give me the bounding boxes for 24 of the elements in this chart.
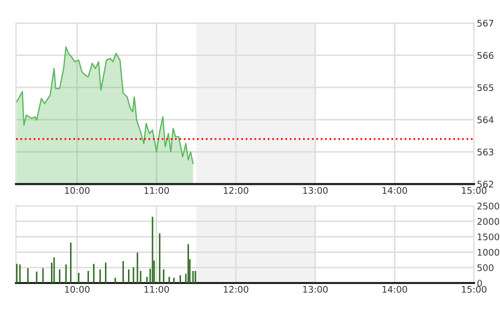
x-tick-label: 12:00	[224, 187, 248, 194]
y-tick-label: 1500	[478, 233, 500, 240]
y-tick-label: 564	[477, 116, 494, 124]
x-tick-label: 10:00	[65, 286, 90, 293]
x-tick-label: 10:00	[65, 187, 90, 194]
x-tick-label: 11:00	[144, 187, 169, 194]
x-tick-label: 14:00	[382, 286, 408, 293]
y-tick-label: 0	[477, 280, 482, 287]
x-tick-label: 13:00	[303, 187, 328, 194]
x-tick-label: 12:00	[224, 286, 248, 293]
y-tick-label: 562	[477, 180, 494, 188]
y-tick-label: 2500	[477, 202, 500, 210]
x-tick-label: 15:00	[462, 286, 486, 293]
x-tick-label: 14:00	[382, 187, 408, 194]
y-tick-label: 565	[477, 84, 494, 92]
y-tick-label: 566	[477, 52, 494, 59]
x-tick-label: 15:00	[462, 187, 486, 194]
x-tick-label: 13:00	[303, 286, 328, 293]
y-tick-label: 563	[477, 148, 494, 156]
x-tick-label: 11:00	[144, 286, 169, 293]
y-tick-label: 500	[477, 264, 494, 272]
y-tick-label: 2000	[477, 218, 500, 225]
y-tick-label: 1000	[478, 248, 500, 256]
y-tick-label: 567	[477, 20, 494, 27]
